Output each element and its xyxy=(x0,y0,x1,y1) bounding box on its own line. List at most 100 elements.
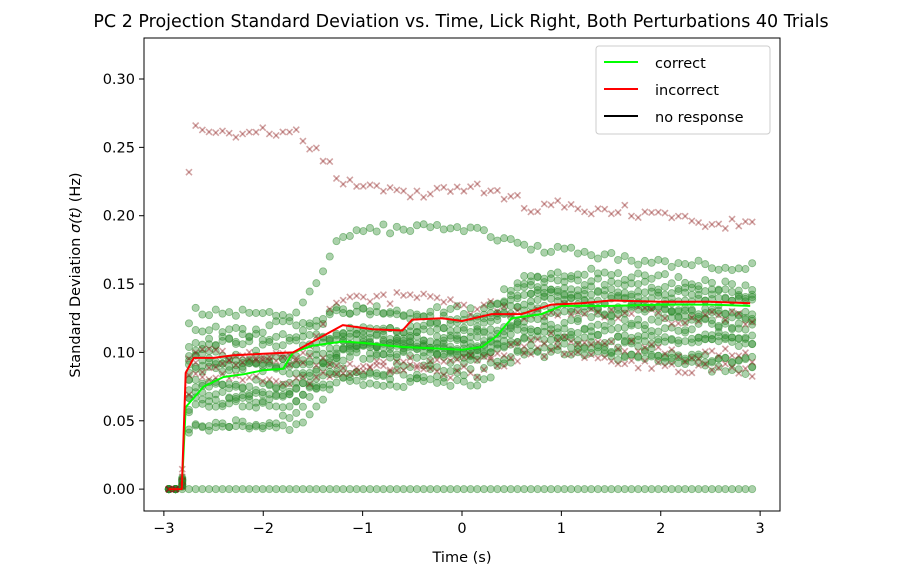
correct-point xyxy=(406,363,415,372)
incorrect-point xyxy=(185,168,193,176)
incorrect-point xyxy=(513,191,522,199)
correct-point xyxy=(567,343,576,352)
incorrect-point xyxy=(661,350,669,358)
correct-point xyxy=(379,350,388,359)
incorrect-point xyxy=(627,357,636,365)
correct-point xyxy=(667,335,676,344)
correct-point xyxy=(265,401,274,410)
incorrect-point xyxy=(319,369,327,377)
correct-point xyxy=(198,367,207,376)
incorrect-point xyxy=(245,373,253,382)
x-tick-label: 2 xyxy=(656,521,665,537)
incorrect-point xyxy=(681,319,689,327)
correct-point xyxy=(661,333,670,342)
incorrect-point xyxy=(353,368,361,376)
incorrect-point xyxy=(460,363,468,371)
correct-point xyxy=(607,325,616,334)
correct-point xyxy=(258,390,267,399)
correct-point xyxy=(614,255,623,264)
correct-point xyxy=(513,279,522,288)
correct-point xyxy=(298,485,307,494)
correct-point xyxy=(540,353,549,362)
correct-point xyxy=(614,485,623,494)
correct-point xyxy=(560,350,569,359)
incorrect-point xyxy=(312,373,320,381)
correct-point xyxy=(332,349,341,358)
correct-point xyxy=(265,338,274,347)
correct-point xyxy=(278,317,287,326)
correct-point xyxy=(573,317,582,326)
incorrect-point xyxy=(641,343,649,351)
incorrect-point xyxy=(460,353,468,361)
correct-point xyxy=(419,361,428,370)
incorrect-point xyxy=(306,352,314,360)
correct-point xyxy=(567,327,576,336)
correct-point xyxy=(412,339,421,348)
correct-point xyxy=(298,379,307,388)
correct-point xyxy=(325,307,334,316)
incorrect-point xyxy=(668,214,676,222)
correct-point xyxy=(479,485,488,494)
correct-point xyxy=(265,419,274,428)
correct-point xyxy=(701,287,710,296)
correct-point xyxy=(640,337,649,346)
incorrect-point xyxy=(386,300,394,308)
correct-point xyxy=(526,277,535,286)
correct-point xyxy=(225,325,234,334)
correct-point xyxy=(587,485,596,494)
incorrect-point xyxy=(393,366,401,375)
correct-point xyxy=(473,325,482,334)
incorrect-point xyxy=(359,182,367,190)
correct-point xyxy=(305,360,314,369)
correct-point xyxy=(674,284,683,293)
incorrect-point xyxy=(607,357,615,365)
correct-point xyxy=(620,309,629,318)
incorrect-point xyxy=(265,356,273,365)
incorrect-point xyxy=(386,368,394,376)
incorrect-point xyxy=(721,360,729,368)
incorrect-point xyxy=(594,308,602,316)
correct-point xyxy=(654,485,663,494)
incorrect-point xyxy=(446,374,455,382)
incorrect-point xyxy=(453,301,461,309)
incorrect-point xyxy=(239,130,247,138)
correct-point xyxy=(339,233,348,242)
incorrect-point xyxy=(534,344,542,352)
correct-point xyxy=(647,344,656,353)
correct-point xyxy=(285,402,294,411)
correct-point xyxy=(439,334,448,343)
incorrect-point xyxy=(299,137,307,145)
correct-point xyxy=(218,328,227,337)
correct-point xyxy=(593,269,602,278)
correct-point xyxy=(593,485,602,494)
correct-point xyxy=(272,332,281,341)
incorrect-point xyxy=(601,339,609,347)
incorrect-point xyxy=(554,311,562,319)
incorrect-point xyxy=(507,192,515,200)
correct-point xyxy=(439,308,448,317)
correct-point xyxy=(714,332,723,341)
correct-point xyxy=(707,264,716,273)
correct-point xyxy=(459,310,468,319)
correct-point xyxy=(547,329,556,338)
incorrect-point xyxy=(192,122,200,130)
correct-point xyxy=(560,318,569,327)
correct-point xyxy=(191,326,200,335)
correct-point xyxy=(614,355,623,364)
correct-point xyxy=(520,300,529,309)
correct-point xyxy=(211,423,220,432)
correct-point xyxy=(211,322,220,331)
correct-point xyxy=(640,321,649,330)
incorrect-point xyxy=(406,193,414,201)
incorrect-point xyxy=(259,124,267,132)
incorrect-point xyxy=(272,357,280,365)
correct-point xyxy=(399,312,408,321)
correct-point xyxy=(620,252,629,261)
correct-point xyxy=(573,485,582,494)
correct-point xyxy=(359,381,368,390)
incorrect-point xyxy=(399,291,408,300)
correct-point xyxy=(379,381,388,390)
correct-point xyxy=(520,272,529,281)
incorrect-point xyxy=(433,294,441,302)
correct-point xyxy=(533,283,542,292)
